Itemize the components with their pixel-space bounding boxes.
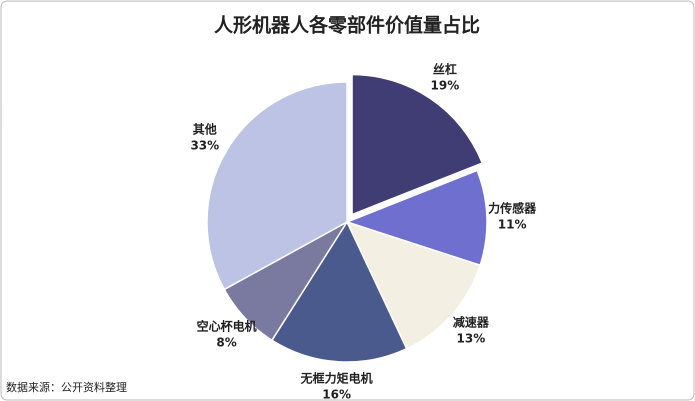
pie-slice <box>351 73 484 216</box>
slice-label: 丝杠 <box>433 61 457 76</box>
slice-value-label: 11% <box>498 217 527 231</box>
slice-value-label: 8% <box>216 336 236 350</box>
slice-label: 力传感器 <box>488 200 537 215</box>
source-note: 数据来源：公开资料整理 <box>6 380 127 394</box>
slice-label: 空心杯电机 <box>197 319 257 334</box>
pie-slice <box>344 169 488 267</box>
slice-label: 无框力矩电机 <box>300 370 373 385</box>
slice-label: 减速器 <box>453 315 490 330</box>
pie-slice <box>345 220 482 350</box>
slice-value-label: 19% <box>431 78 460 92</box>
slice-value-label: 33% <box>190 138 219 152</box>
slice-value-label: 16% <box>322 387 351 401</box>
slice-value-label: 13% <box>457 332 486 346</box>
pie-slice <box>270 220 408 363</box>
pie-slice <box>206 81 348 291</box>
slice-label: 其他 <box>193 121 217 136</box>
chart-title: 人形机器人各零部件价值量占比 <box>214 14 480 37</box>
